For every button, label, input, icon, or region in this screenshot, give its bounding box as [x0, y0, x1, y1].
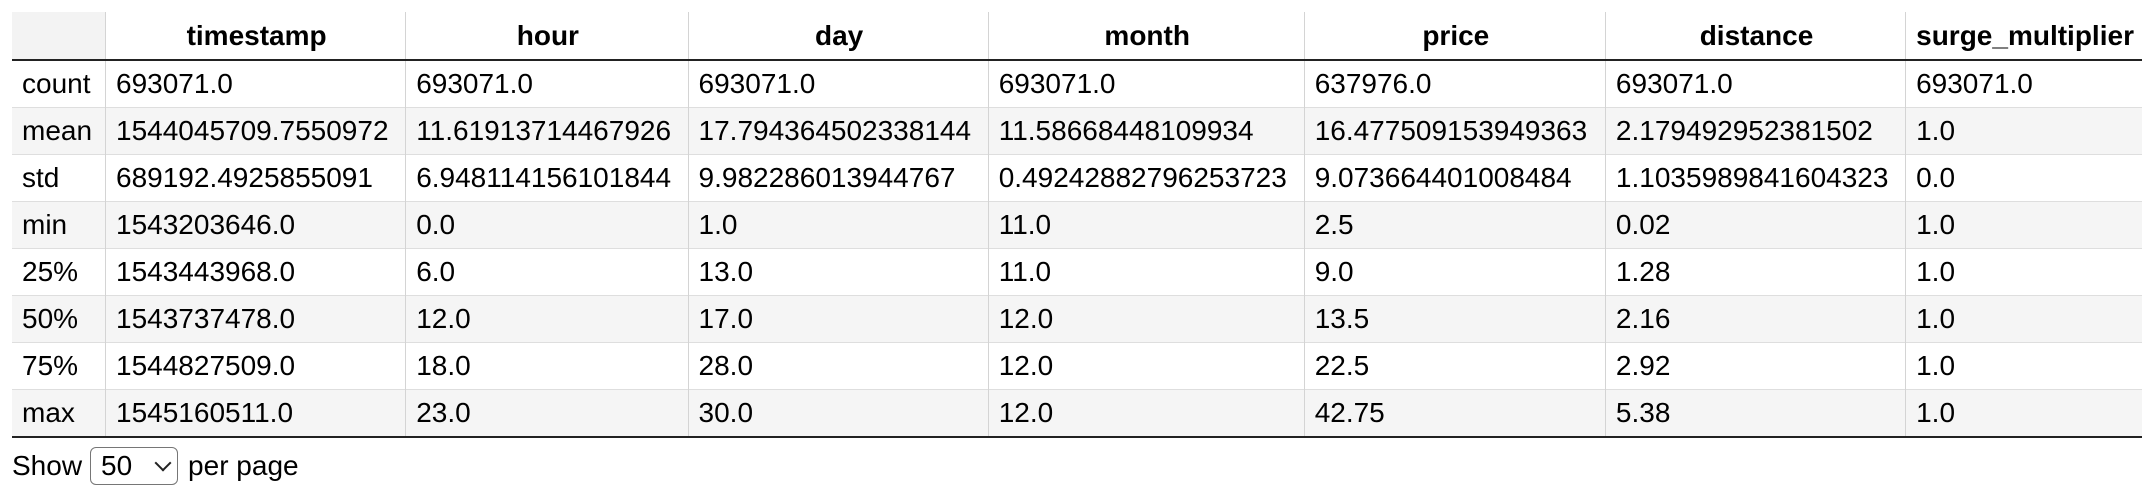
table-cell: 1.0: [1905, 248, 2142, 296]
column-header-hour[interactable]: hour: [405, 12, 689, 61]
table-cell: 0.0: [1905, 154, 2142, 202]
table-cell: 1545160511.0: [105, 389, 406, 437]
table-cell: 1.28: [1604, 248, 1906, 296]
table-cell: 693071.0: [105, 60, 406, 108]
table-cell: 13.5: [1303, 295, 1606, 343]
table-cell: 1543443968.0: [105, 248, 406, 296]
table-row: max 1545160511.0 23.0 30.0 12.0 42.75 5.38 1.0: [12, 389, 2142, 437]
row-label: mean: [22, 115, 93, 146]
column-header-day[interactable]: day: [687, 12, 989, 61]
table-cell: 12.0: [987, 389, 1305, 437]
table-cell: 11.61913714467926: [405, 107, 689, 155]
table-cell: 693071.0: [1905, 60, 2142, 108]
table-cell: 637976.0: [1303, 60, 1606, 108]
pagination-bar: Show 50 per page: [12, 446, 299, 486]
table-body: count 693071.0 693071.0 693071.0 693071.0 637…: [12, 60, 2142, 437]
table-cell: 5.38: [1604, 389, 1906, 437]
table-cell: 11.0: [987, 248, 1305, 296]
row-label: std: [22, 162, 60, 193]
row-label: 75%: [22, 350, 79, 381]
table-cell: 2.179492952381502: [1604, 107, 1906, 155]
row-label: 50%: [22, 303, 79, 334]
row-label: max: [22, 397, 75, 428]
table-cell: 11.0: [987, 201, 1305, 249]
index-header: [12, 12, 106, 61]
table-cell: 693071.0: [1604, 60, 1906, 108]
per-page-label: per page: [188, 450, 299, 481]
column-header-timestamp[interactable]: timestamp: [105, 12, 406, 61]
table-cell: 1544045709.7550972: [105, 107, 406, 155]
table-cell: 1.0: [1905, 295, 2142, 343]
table-cell: 2.5: [1303, 201, 1606, 249]
table-row: min 1543203646.0 0.0 1.0 11.0 2.5 0.02 1.0: [12, 201, 2142, 249]
table-cell: 1.0: [1905, 201, 2142, 249]
table-row: mean 1544045709.7550972 11.61913714467926 1…: [12, 107, 2142, 155]
table-cell: 0.49242882796253723: [987, 154, 1305, 202]
table-cell: 6.948114156101844: [405, 154, 689, 202]
table-cell: 1543203646.0: [105, 201, 406, 249]
table-cell: 689192.4925855091: [105, 154, 406, 202]
table-row: 25% 1543443968.0 6.0 13.0 11.0 9.0 1.28 1.0: [12, 248, 2142, 296]
table-row: std 689192.4925855091 6.948114156101844 9.9…: [12, 154, 2142, 202]
table-row: 50% 1543737478.0 12.0 17.0 12.0 13.5 2.16 1.0: [12, 295, 2142, 343]
table-row: 75% 1544827509.0 18.0 28.0 12.0 22.5 2.92 1.0: [12, 342, 2142, 390]
chevron-down-icon: [154, 454, 172, 472]
table-cell: 1544827509.0: [105, 342, 406, 390]
table-cell: 9.0: [1303, 248, 1606, 296]
column-header-month[interactable]: month: [987, 12, 1305, 61]
row-label: min: [22, 209, 68, 240]
table-cell: 693071.0: [987, 60, 1305, 108]
table-cell: 30.0: [687, 389, 989, 437]
table-container: timestamp hour day month price distance …: [12, 12, 2142, 438]
page-size-select[interactable]: 50: [90, 447, 179, 485]
table-cell: 9.073664401008484: [1303, 154, 1606, 202]
table-cell: 2.16: [1604, 295, 1906, 343]
table-cell: 1.0: [1905, 389, 2142, 437]
column-header-surge-multiplier[interactable]: surge_multiplier: [1905, 12, 2142, 61]
table-cell: 2.92: [1604, 342, 1906, 390]
column-header-distance[interactable]: distance: [1604, 12, 1906, 61]
page-size-value: 50: [101, 450, 133, 481]
row-label: count: [22, 68, 91, 99]
table-cell: 1.1035989841604323: [1604, 154, 1906, 202]
table-cell: 1.0: [1905, 107, 2142, 155]
table-cell: 6.0: [405, 248, 689, 296]
header-row: timestamp hour day month price distance …: [12, 12, 2142, 61]
table-cell: 693071.0: [687, 60, 989, 108]
describe-table: timestamp hour day month price distance …: [12, 12, 2142, 438]
column-header-price[interactable]: price: [1303, 12, 1606, 61]
table-cell: 13.0: [687, 248, 989, 296]
table-cell: 22.5: [1303, 342, 1606, 390]
table-cell: 0.02: [1604, 201, 1906, 249]
table-cell: 693071.0: [405, 60, 689, 108]
show-label: Show: [12, 450, 83, 481]
table-row: count 693071.0 693071.0 693071.0 693071.0 637…: [12, 60, 2142, 108]
table-cell: 17.0: [687, 295, 989, 343]
table-cell: 17.794364502338144: [687, 107, 989, 155]
table-cell: 12.0: [405, 295, 689, 343]
table-cell: 23.0: [405, 389, 689, 437]
table-cell: 0.0: [405, 201, 689, 249]
table-cell: 16.477509153949363: [1303, 107, 1606, 155]
table-cell: 1.0: [687, 201, 989, 249]
table-cell: 12.0: [987, 295, 1305, 343]
table-cell: 1.0: [1905, 342, 2142, 390]
table-cell: 12.0: [987, 342, 1305, 390]
table-cell: 18.0: [405, 342, 689, 390]
table-cell: 9.982286013944767: [687, 154, 989, 202]
table-cell: 11.58668448109934: [987, 107, 1305, 155]
row-label: 25%: [22, 256, 79, 287]
table-cell: 28.0: [687, 342, 989, 390]
table-cell: 1543737478.0: [105, 295, 406, 343]
table-cell: 42.75: [1303, 389, 1606, 437]
